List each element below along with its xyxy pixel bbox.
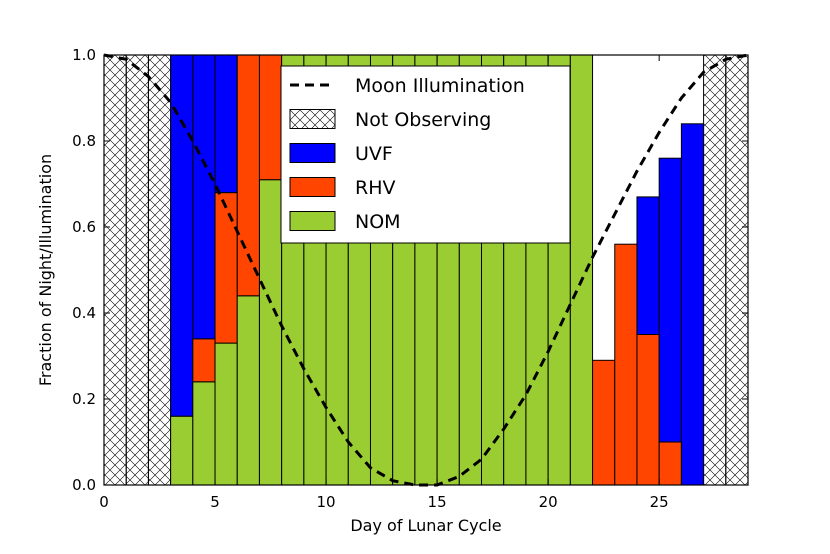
y-axis-label: Fraction of Night/Illumination bbox=[36, 154, 55, 386]
x-tick-label: 10 bbox=[317, 493, 336, 511]
legend-label-not_observing: Not Observing bbox=[355, 109, 491, 131]
bar-nom-day-21[interactable] bbox=[569, 54, 594, 486]
bar-uvf-day-4[interactable] bbox=[192, 54, 216, 340]
bar-nom-day-7[interactable] bbox=[258, 179, 283, 486]
plot-frame bbox=[103, 54, 749, 486]
bars-group bbox=[103, 54, 749, 486]
bar-nom-day-3[interactable] bbox=[170, 415, 194, 486]
x-tick-label: 15 bbox=[428, 493, 447, 511]
legend-label-nom: NOM bbox=[355, 211, 401, 233]
bar-uvf-day-24[interactable] bbox=[636, 196, 660, 335]
bar-nom-day-4[interactable] bbox=[192, 381, 216, 486]
legend-swatch-rhv bbox=[289, 177, 336, 197]
x-tick-label: 20 bbox=[539, 493, 558, 511]
y-tick-label: 0.0 bbox=[72, 476, 96, 494]
bar-rhv-day-6[interactable] bbox=[236, 54, 260, 297]
axes-group: 0 5 10 15 20 25 0.0 0.2 0.4 0.6 0.8 1.0 Day of Lunar… bbox=[36, 46, 749, 535]
x-tick-label: 5 bbox=[210, 493, 220, 511]
bar-not_observing-day-28[interactable] bbox=[725, 54, 749, 486]
bar-not_observing-day-1[interactable] bbox=[125, 54, 149, 486]
bar-rhv-day-25[interactable] bbox=[658, 441, 682, 486]
legend-swatch-nom bbox=[289, 211, 336, 231]
legend-label-rhv: RHV bbox=[355, 177, 396, 199]
bar-rhv-day-23[interactable] bbox=[614, 243, 638, 486]
bar-rhv-day-22[interactable] bbox=[592, 359, 616, 486]
bar-not_observing-day-0[interactable] bbox=[103, 54, 127, 486]
bar-nom-day-6[interactable] bbox=[236, 295, 260, 486]
bar-not_observing-day-27[interactable] bbox=[703, 54, 727, 486]
x-tick-label: 25 bbox=[650, 493, 669, 511]
bar-rhv-day-5[interactable] bbox=[214, 192, 238, 344]
y-tick-label: 0.4 bbox=[72, 304, 96, 322]
y-tick-label: 0.6 bbox=[72, 218, 96, 236]
legend: Moon Illumination Not Observing UVF RHV NOM bbox=[280, 65, 571, 244]
x-tick-label: 0 bbox=[99, 493, 109, 511]
bar-not_observing-day-2[interactable] bbox=[147, 54, 172, 486]
bar-uvf-day-26[interactable] bbox=[680, 123, 705, 486]
y-tick-label: 1.0 bbox=[72, 46, 96, 64]
bar-rhv-day-4[interactable] bbox=[192, 338, 216, 383]
x-axis-label: Day of Lunar Cycle bbox=[350, 516, 501, 535]
bar-uvf-day-25[interactable] bbox=[658, 157, 682, 443]
y-tick-label: 0.8 bbox=[72, 132, 96, 150]
bar-nom-day-5[interactable] bbox=[214, 342, 238, 486]
legend-label-uvf: UVF bbox=[355, 143, 393, 165]
legend-label-moon: Moon Illumination bbox=[355, 75, 525, 97]
bar-rhv-day-7[interactable] bbox=[258, 54, 283, 181]
bar-uvf-day-5[interactable] bbox=[214, 54, 238, 194]
y-tick-label: 0.2 bbox=[72, 390, 96, 408]
legend-swatch-uvf bbox=[289, 143, 336, 163]
legend-swatch-not_observing bbox=[289, 109, 336, 129]
bar-rhv-day-24[interactable] bbox=[636, 334, 660, 486]
